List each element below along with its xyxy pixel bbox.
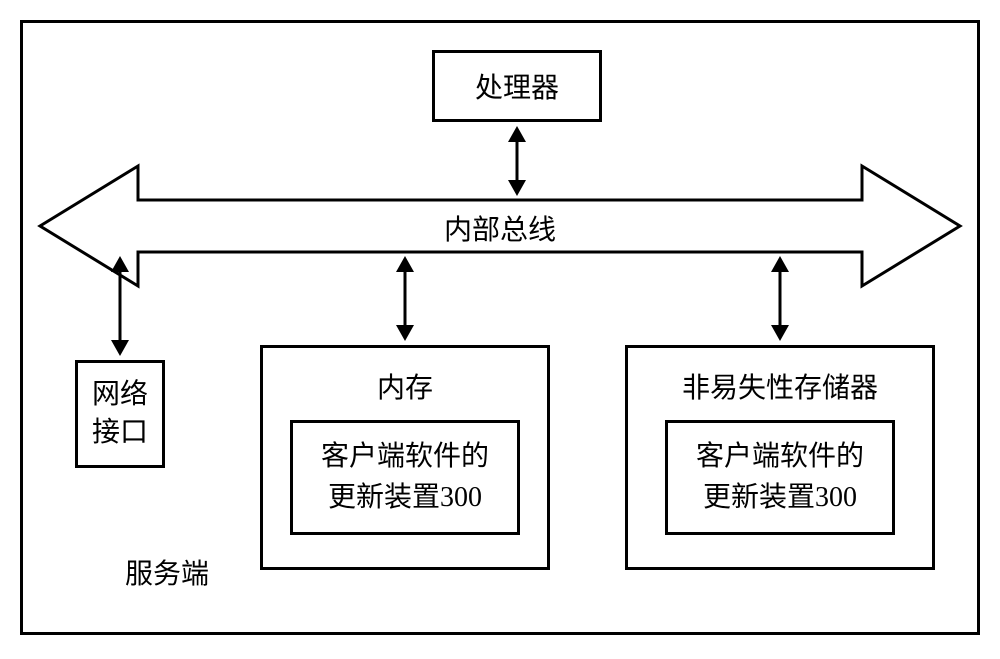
network-interface-node: 网络 接口 [75,360,165,468]
diagram-canvas: 服务端 处理器 内部总线 网络 接口 内存 客户端软件的 更新装置300 非易失… [0,0,1000,659]
memory-inner-node: 客户端软件的 更新装置300 [290,420,520,535]
server-label: 服务端 [125,552,209,592]
nvm-inner-node: 客户端软件的 更新装置300 [665,420,895,535]
bus-label: 内部总线 [0,208,1000,248]
memory-inner-label-line2: 更新装置300 [328,478,482,519]
memory-inner-label-line1: 客户端软件的 [321,437,489,478]
network-interface-label-line1: 网络 [92,376,148,414]
network-interface-label-line2: 接口 [92,414,148,452]
nvm-inner-label-line2: 更新装置300 [703,478,857,519]
memory-label: 内存 [263,366,547,406]
processor-label: 处理器 [475,66,559,106]
nvm-label: 非易失性存储器 [628,366,932,406]
processor-node: 处理器 [432,50,602,122]
nvm-inner-label-line1: 客户端软件的 [696,437,864,478]
